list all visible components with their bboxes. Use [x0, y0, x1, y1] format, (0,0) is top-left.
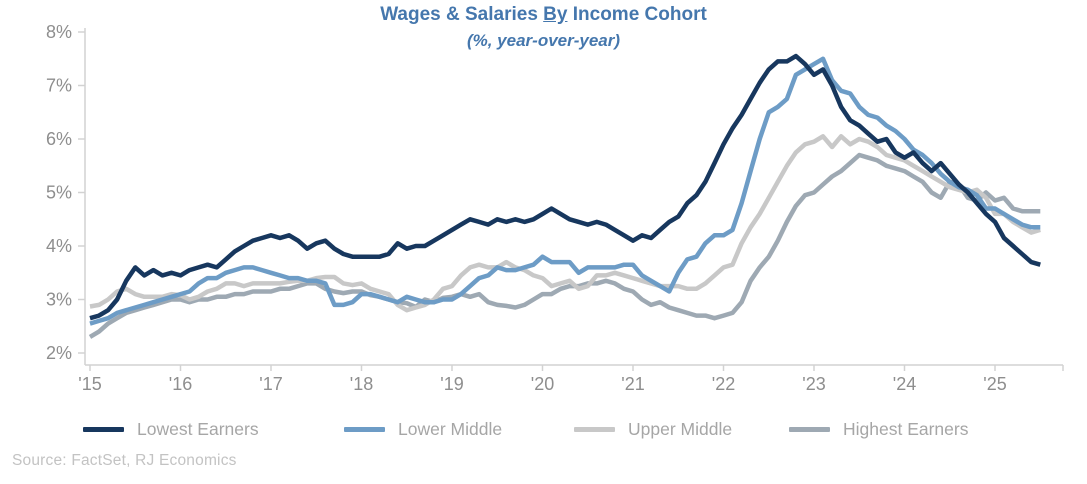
- x-axis-label: '24: [893, 374, 916, 394]
- y-axis-label: 2%: [46, 343, 72, 363]
- legend-label-lowest-earners: Lowest Earners: [137, 418, 259, 439]
- legend-label-lower-middle: Lower Middle: [398, 418, 503, 439]
- series-line-lowest-earners: [89, 53, 1041, 321]
- legend-label-upper-middle: Upper Middle: [628, 418, 733, 439]
- legend-swatch-highest-earners-icon: [789, 426, 830, 432]
- legend-swatch-lowest-earners-icon: [83, 426, 124, 432]
- series-line-lower-middle: [89, 56, 1041, 326]
- source-note: Source: FactSet, RJ Economics: [12, 452, 237, 469]
- legend-item-upper-middle: Upper Middle: [574, 414, 732, 444]
- y-axis-label: 4%: [46, 236, 72, 256]
- y-axis-label: 3%: [46, 290, 72, 310]
- legend-swatch-upper-middle-icon: [574, 426, 615, 432]
- series-line-upper-middle: [89, 134, 1041, 313]
- x-axis-label: '23: [802, 374, 825, 394]
- x-axis-label: '17: [259, 374, 282, 394]
- x-axis-label: '25: [983, 374, 1006, 394]
- x-axis-label: '19: [440, 374, 463, 394]
- x-axis-label: '16: [169, 374, 192, 394]
- x-axis-label: '18: [350, 374, 373, 394]
- y-axis-label: 8%: [46, 22, 72, 42]
- legend-item-lowest-earners: Lowest Earners: [83, 414, 259, 444]
- legend-item-highest-earners: Highest Earners: [789, 414, 968, 444]
- x-axis-label: '22: [712, 374, 735, 394]
- series-line-highest-earners: [88, 152, 1041, 339]
- legend-label-highest-earners: Highest Earners: [843, 418, 969, 439]
- y-axis-label: 5%: [46, 183, 72, 203]
- legend: Lowest Earners Lower Middle Upper Middle…: [0, 414, 1087, 444]
- legend-item-lower-middle: Lower Middle: [344, 414, 502, 444]
- x-axis-label: '20: [531, 374, 554, 394]
- y-axis-label: 6%: [46, 129, 72, 149]
- x-axis-label: '15: [78, 374, 101, 394]
- x-axis-label: '21: [621, 374, 644, 394]
- y-axis-label: 7%: [46, 76, 72, 96]
- legend-swatch-lower-middle-icon: [344, 426, 385, 432]
